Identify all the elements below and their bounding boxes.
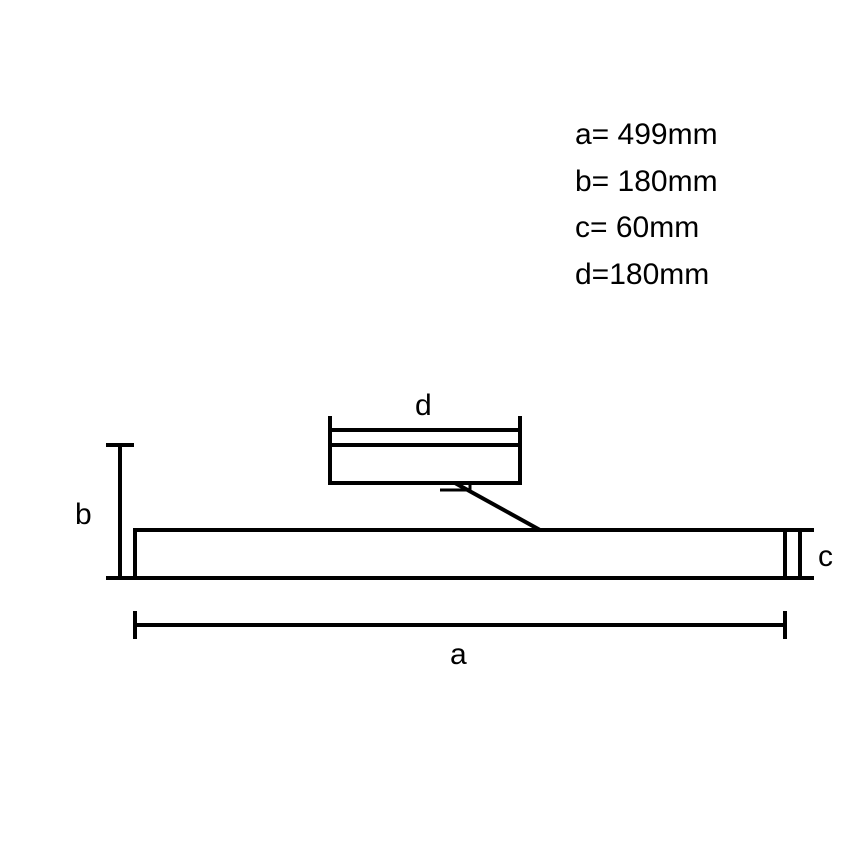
legend-a: a= 499mm xyxy=(575,112,718,159)
label-d: d xyxy=(415,389,432,423)
dim-c xyxy=(786,530,814,578)
legend: a= 499mm b= 180mm c= 60mm d=180mm xyxy=(575,112,718,298)
label-b: b xyxy=(75,498,92,532)
legend-c: c= 60mm xyxy=(575,205,718,252)
label-a: a xyxy=(450,638,467,672)
legend-d: d=180mm xyxy=(575,252,718,299)
top-bar xyxy=(330,445,520,483)
legend-b: b= 180mm xyxy=(575,159,718,206)
label-c: c xyxy=(818,540,833,574)
dim-b xyxy=(106,445,134,578)
dim-a xyxy=(135,611,785,639)
diagram xyxy=(106,416,814,639)
main-bar xyxy=(135,530,785,578)
